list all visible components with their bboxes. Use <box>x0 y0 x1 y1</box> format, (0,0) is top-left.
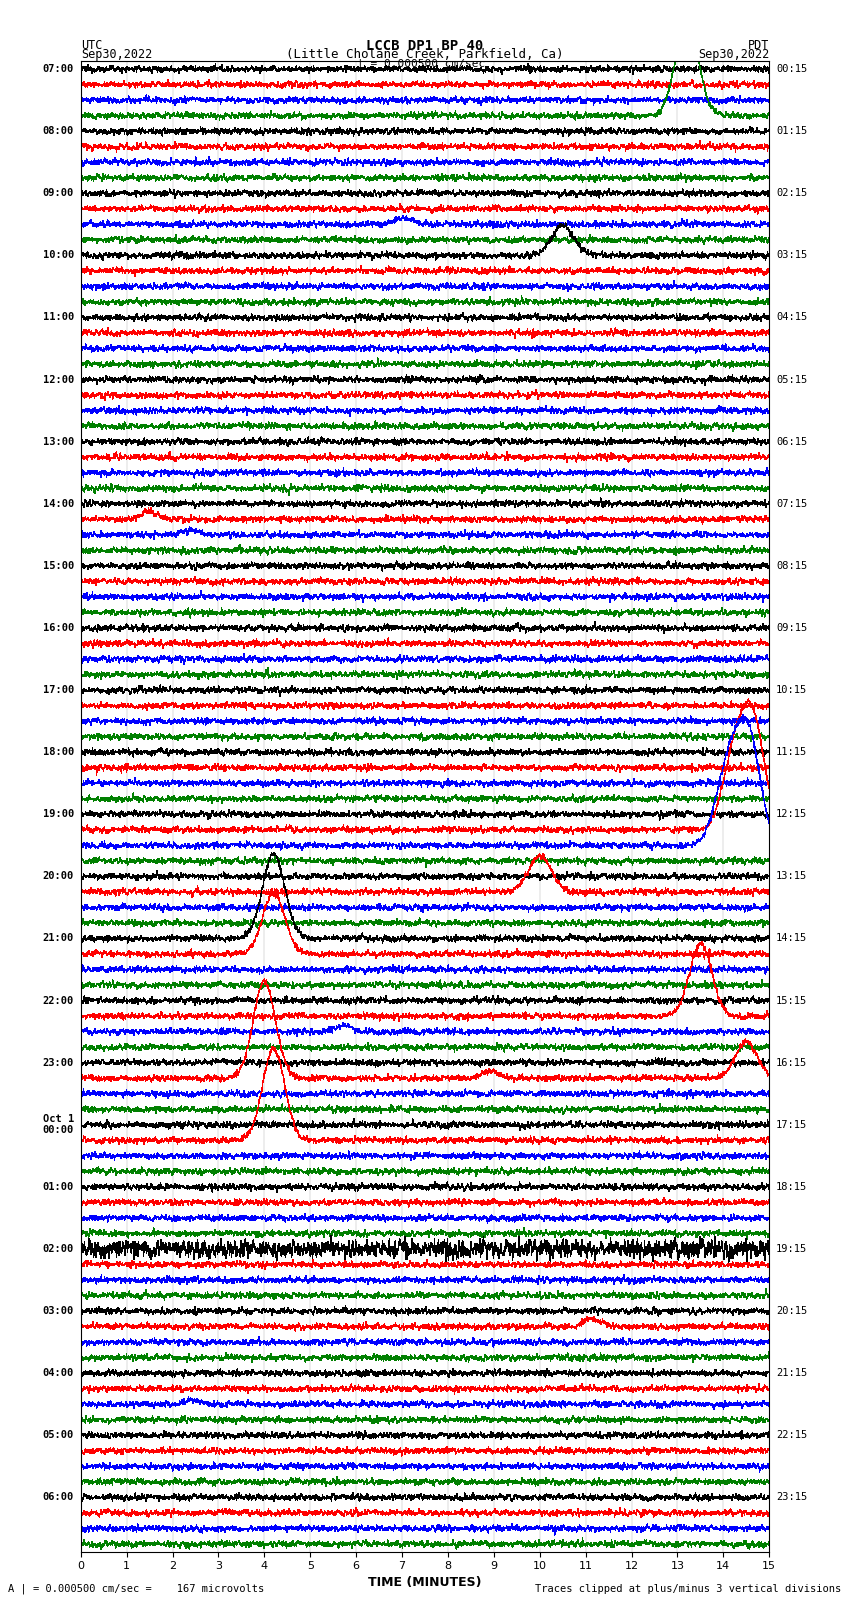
Text: 21:15: 21:15 <box>776 1368 808 1378</box>
Text: 20:00: 20:00 <box>42 871 74 881</box>
Text: 00:00: 00:00 <box>42 1126 74 1136</box>
Text: 22:15: 22:15 <box>776 1431 808 1440</box>
Text: A | = 0.000500 cm/sec =    167 microvolts: A | = 0.000500 cm/sec = 167 microvolts <box>8 1582 264 1594</box>
Text: Sep30,2022: Sep30,2022 <box>698 48 769 61</box>
Text: 12:15: 12:15 <box>776 810 808 819</box>
Text: 02:15: 02:15 <box>776 189 808 198</box>
Text: 06:15: 06:15 <box>776 437 808 447</box>
Text: 09:00: 09:00 <box>42 189 74 198</box>
Text: 00:15: 00:15 <box>776 65 808 74</box>
Text: 08:00: 08:00 <box>42 126 74 135</box>
Text: Sep30,2022: Sep30,2022 <box>81 48 152 61</box>
Text: 04:00: 04:00 <box>42 1368 74 1378</box>
Text: 10:00: 10:00 <box>42 250 74 260</box>
Text: 06:00: 06:00 <box>42 1492 74 1502</box>
Text: 18:15: 18:15 <box>776 1182 808 1192</box>
Text: 11:15: 11:15 <box>776 747 808 756</box>
Text: UTC: UTC <box>81 39 102 52</box>
Text: 07:00: 07:00 <box>42 65 74 74</box>
Text: 12:00: 12:00 <box>42 374 74 384</box>
Text: 11:00: 11:00 <box>42 313 74 323</box>
Text: PDT: PDT <box>748 39 769 52</box>
Text: (Little Cholane Creek, Parkfield, Ca): (Little Cholane Creek, Parkfield, Ca) <box>286 48 564 61</box>
Text: 13:15: 13:15 <box>776 871 808 881</box>
Text: 03:15: 03:15 <box>776 250 808 260</box>
Text: 07:15: 07:15 <box>776 498 808 508</box>
Text: 13:00: 13:00 <box>42 437 74 447</box>
Text: 15:00: 15:00 <box>42 561 74 571</box>
Text: 08:15: 08:15 <box>776 561 808 571</box>
Text: 17:15: 17:15 <box>776 1119 808 1129</box>
Text: 21:00: 21:00 <box>42 934 74 944</box>
Text: 05:15: 05:15 <box>776 374 808 384</box>
Text: 19:15: 19:15 <box>776 1244 808 1253</box>
Text: 05:00: 05:00 <box>42 1431 74 1440</box>
Text: 17:00: 17:00 <box>42 686 74 695</box>
Text: 16:00: 16:00 <box>42 623 74 632</box>
Text: 23:15: 23:15 <box>776 1492 808 1502</box>
Text: Oct 1: Oct 1 <box>42 1115 74 1124</box>
Text: 14:00: 14:00 <box>42 498 74 508</box>
Text: Traces clipped at plus/minus 3 vertical divisions: Traces clipped at plus/minus 3 vertical … <box>536 1584 842 1594</box>
Text: 18:00: 18:00 <box>42 747 74 756</box>
Text: 09:15: 09:15 <box>776 623 808 632</box>
Text: 01:15: 01:15 <box>776 126 808 135</box>
Text: 01:00: 01:00 <box>42 1182 74 1192</box>
X-axis label: TIME (MINUTES): TIME (MINUTES) <box>368 1576 482 1589</box>
Text: | = 0.000500 cm/sec: | = 0.000500 cm/sec <box>357 58 485 69</box>
Text: 03:00: 03:00 <box>42 1307 74 1316</box>
Text: 10:15: 10:15 <box>776 686 808 695</box>
Text: 16:15: 16:15 <box>776 1058 808 1068</box>
Text: LCCB DP1 BP 40: LCCB DP1 BP 40 <box>366 39 484 53</box>
Text: 19:00: 19:00 <box>42 810 74 819</box>
Text: 15:15: 15:15 <box>776 995 808 1005</box>
Text: 20:15: 20:15 <box>776 1307 808 1316</box>
Text: 02:00: 02:00 <box>42 1244 74 1253</box>
Text: 22:00: 22:00 <box>42 995 74 1005</box>
Text: 23:00: 23:00 <box>42 1058 74 1068</box>
Text: 14:15: 14:15 <box>776 934 808 944</box>
Text: 04:15: 04:15 <box>776 313 808 323</box>
